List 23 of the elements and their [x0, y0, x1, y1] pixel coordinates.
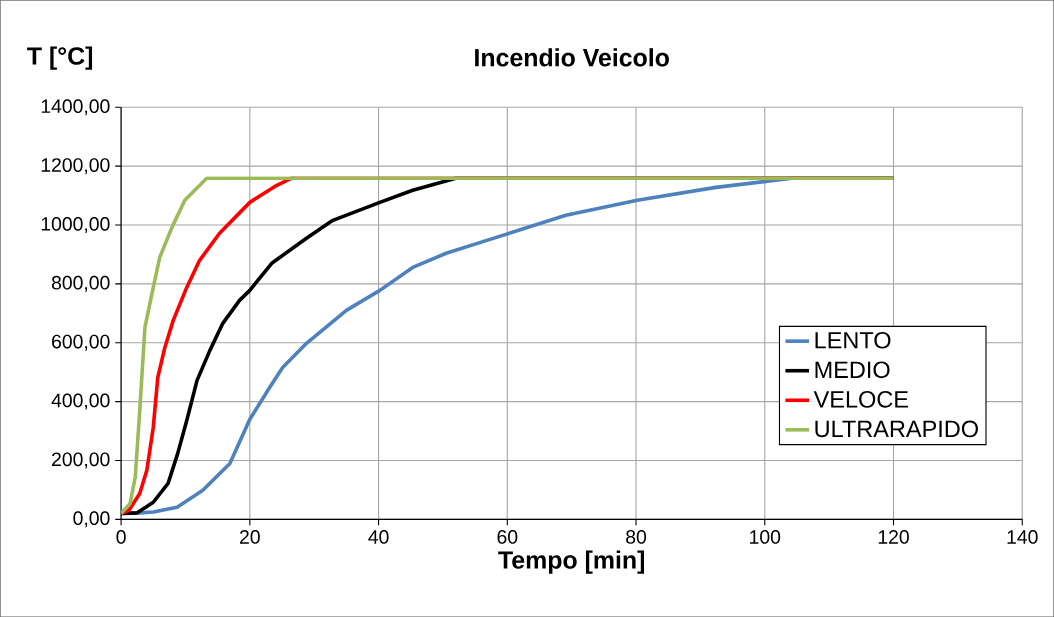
y-tick-label: 1000,00 [41, 216, 110, 233]
x-tick-label: 100 [750, 530, 781, 544]
x-tick-label: 60 [497, 530, 518, 544]
legend-label: MEDIO [815, 361, 890, 379]
y-tick-label: 800,00 [51, 275, 110, 292]
y-tick-label: 400,00 [51, 393, 110, 410]
x-tick-label: 40 [368, 530, 389, 544]
chart-title: Incendio Veicolo [475, 48, 669, 67]
y-tick-label: 1200,00 [41, 158, 110, 175]
x-tick-label: 80 [626, 530, 647, 544]
x-tick-label: 0 [116, 530, 126, 544]
x-axis-title: Tempo [min] [498, 550, 645, 574]
y-tick-label: 600,00 [52, 334, 110, 351]
legend-label: VELOCE [813, 390, 908, 408]
legend-label: ULTRARAPIDO [815, 420, 978, 438]
y-tick-label: 200,00 [52, 452, 110, 469]
x-tick-label: 120 [878, 530, 909, 544]
x-tick-label: 140 [1007, 530, 1038, 544]
legend-label: LENTO [815, 331, 891, 349]
y-tick-label: 0,00 [73, 511, 110, 528]
y-tick-label: 1400,00 [41, 99, 110, 116]
x-tick-label: 20 [240, 530, 260, 544]
y-axis-title: T [°C] [27, 46, 93, 70]
